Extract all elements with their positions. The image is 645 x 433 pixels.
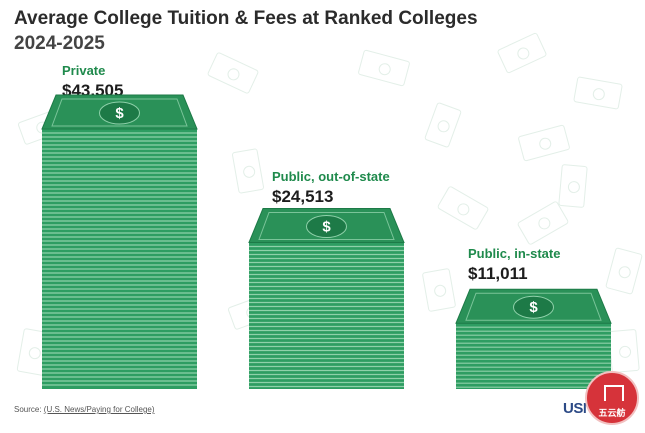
- category-label-private: Private: [62, 63, 106, 78]
- category-label-public-in-state: Public, in-state: [468, 246, 561, 261]
- value-label-public-in-state: $11,011: [468, 264, 528, 283]
- svg-text:$: $: [322, 219, 331, 236]
- source-note: Source: (U.S. News/Paying for College): [14, 405, 155, 414]
- bar-private: $: [41, 94, 198, 389]
- bar-public-out-of-state: $: [248, 208, 405, 389]
- chart-title: Average College Tuition & Fees at Ranked…: [14, 8, 478, 29]
- chart-subtitle: 2024-2025: [14, 33, 105, 54]
- watermark-seal: 五云舫: [585, 371, 639, 425]
- svg-text:$: $: [115, 105, 124, 122]
- svg-text:$: $: [529, 299, 538, 316]
- value-label-public-out-of-state: $24,513: [272, 187, 334, 206]
- bar-public-in-state: $: [455, 288, 612, 389]
- seal-text: 五云舫: [598, 408, 626, 418]
- source-link[interactable]: (U.S. News/Paying for College): [43, 405, 155, 414]
- source-prefix: Source:: [14, 405, 44, 414]
- category-label-public-out-of-state: Public, out-of-state: [272, 169, 390, 184]
